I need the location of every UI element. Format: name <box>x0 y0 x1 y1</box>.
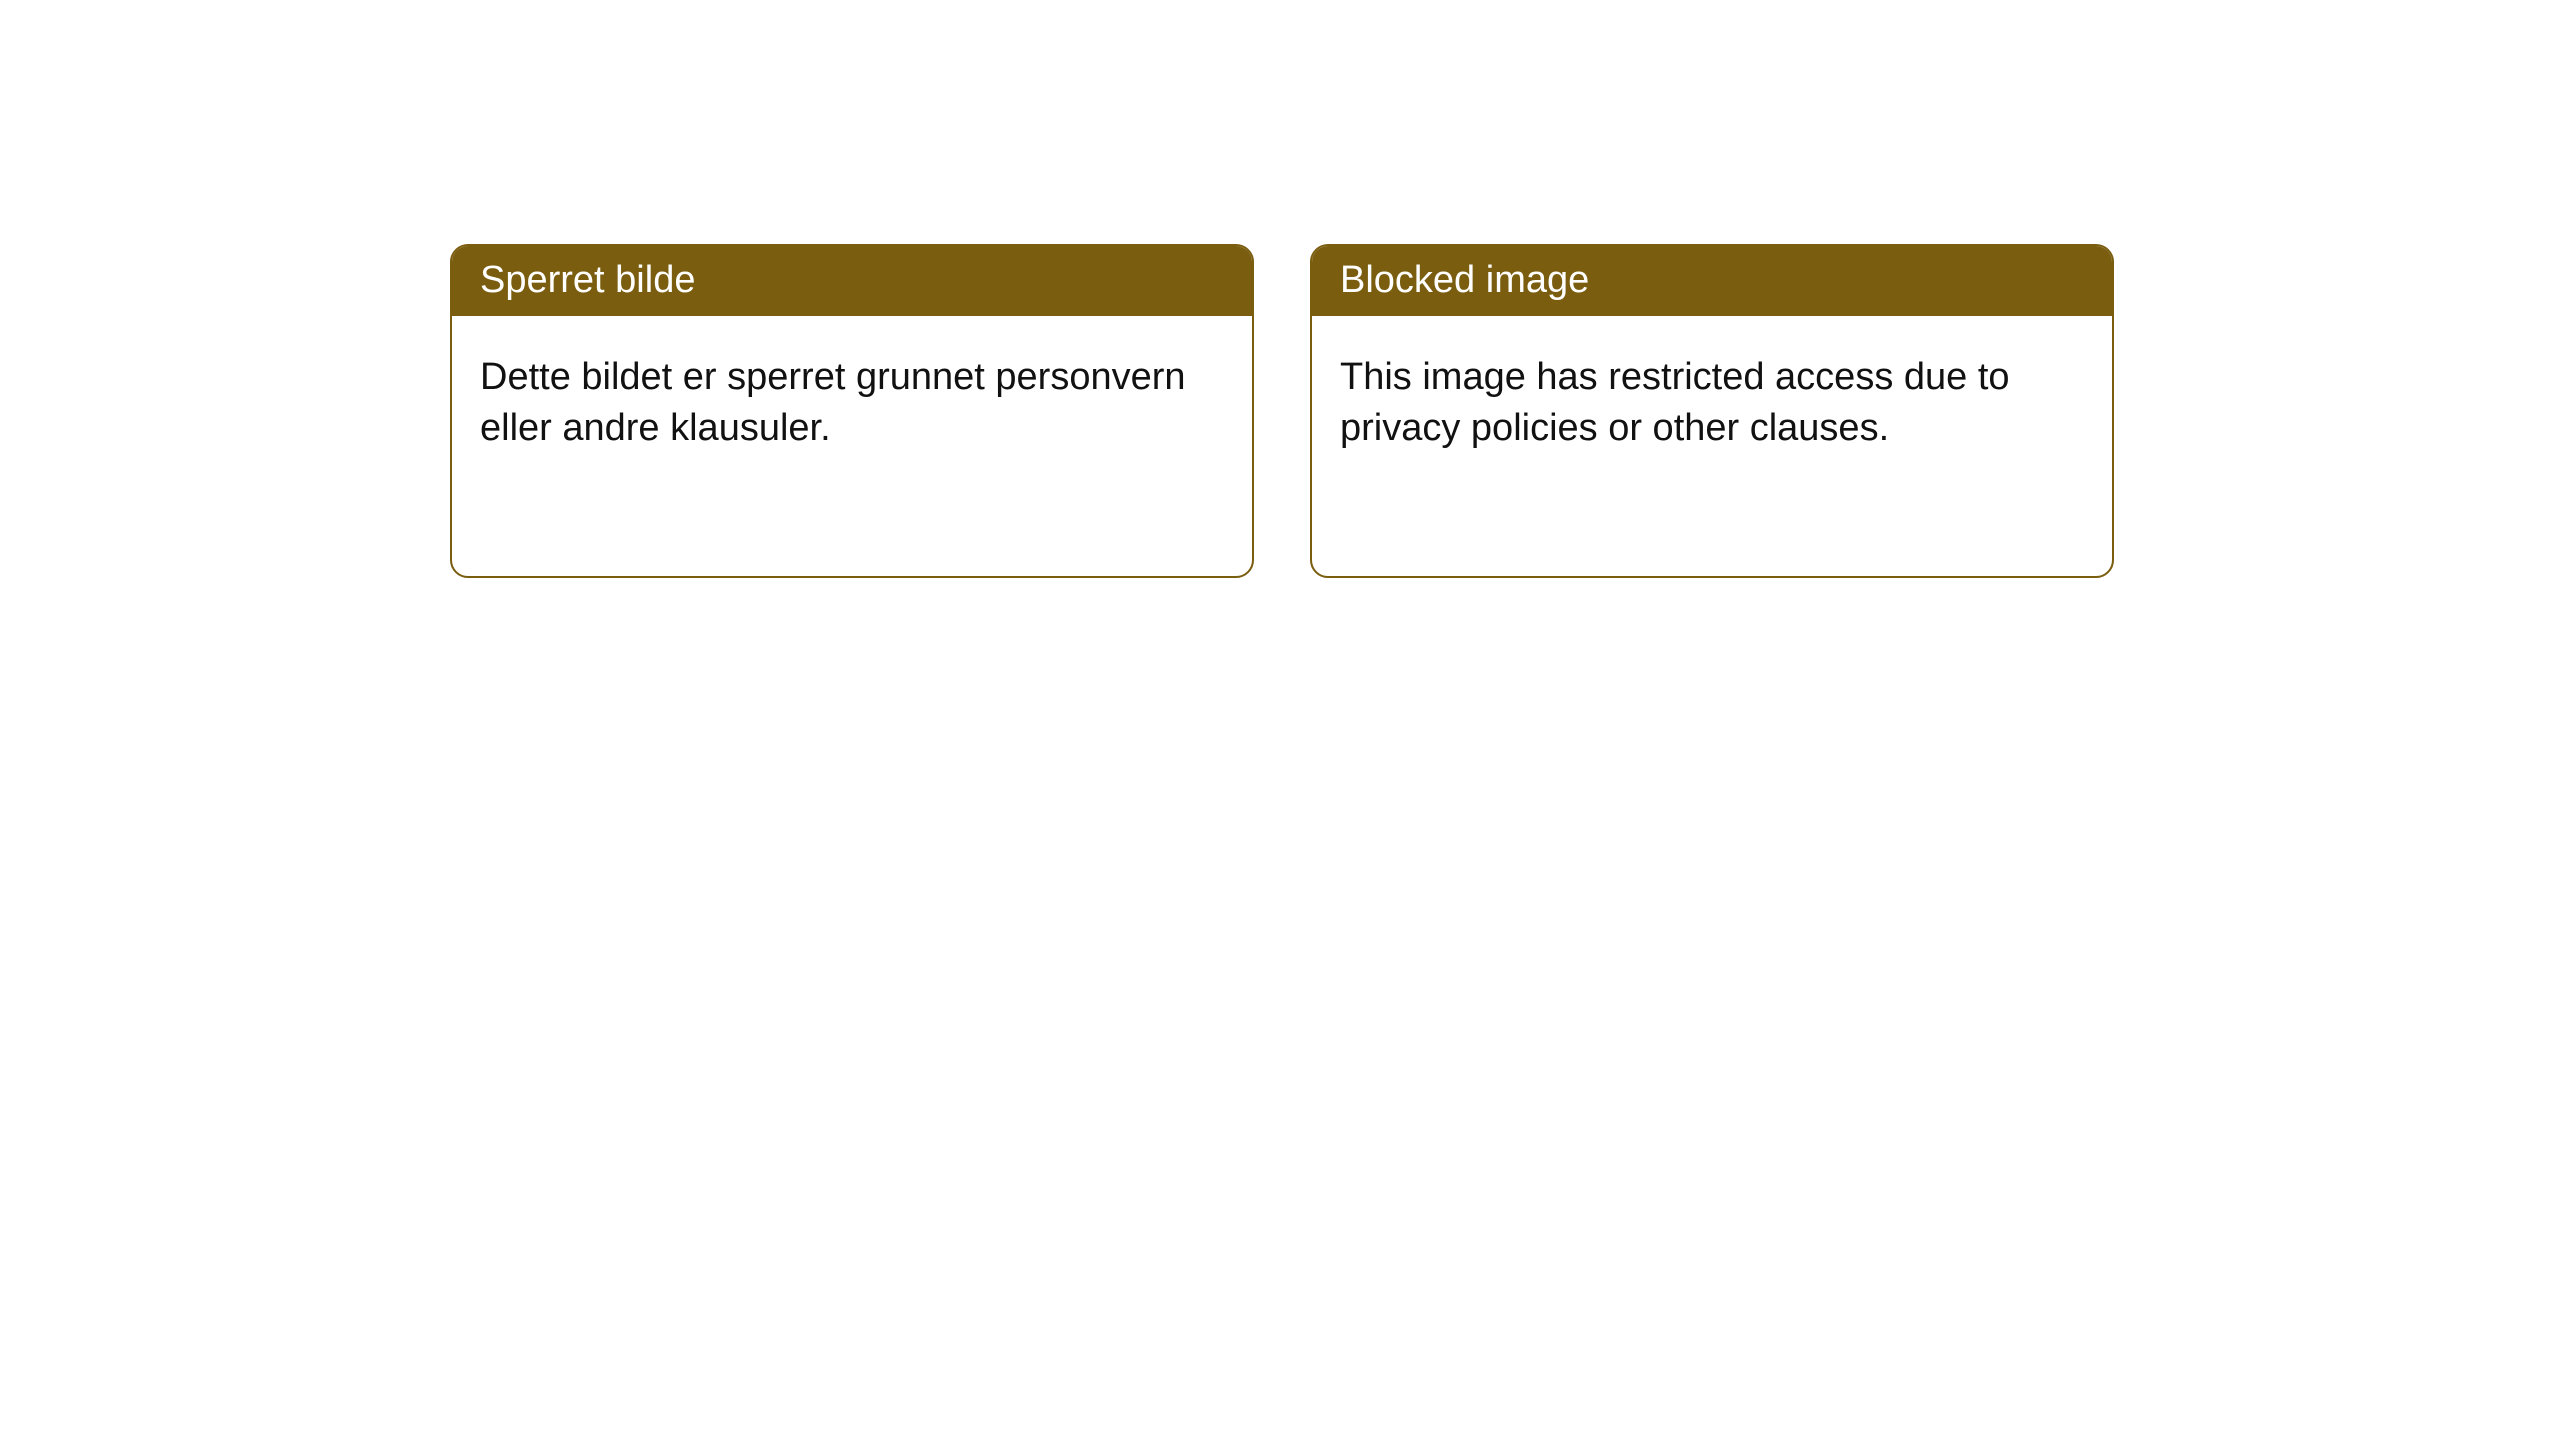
card-body-text: This image has restricted access due to … <box>1312 316 2112 491</box>
card-title: Sperret bilde <box>452 246 1252 316</box>
card-title: Blocked image <box>1312 246 2112 316</box>
blocked-image-card-en: Blocked image This image has restricted … <box>1310 244 2114 578</box>
blocked-image-card-no: Sperret bilde Dette bildet er sperret gr… <box>450 244 1254 578</box>
notice-cards-row: Sperret bilde Dette bildet er sperret gr… <box>450 244 2114 578</box>
card-body-text: Dette bildet er sperret grunnet personve… <box>452 316 1252 491</box>
